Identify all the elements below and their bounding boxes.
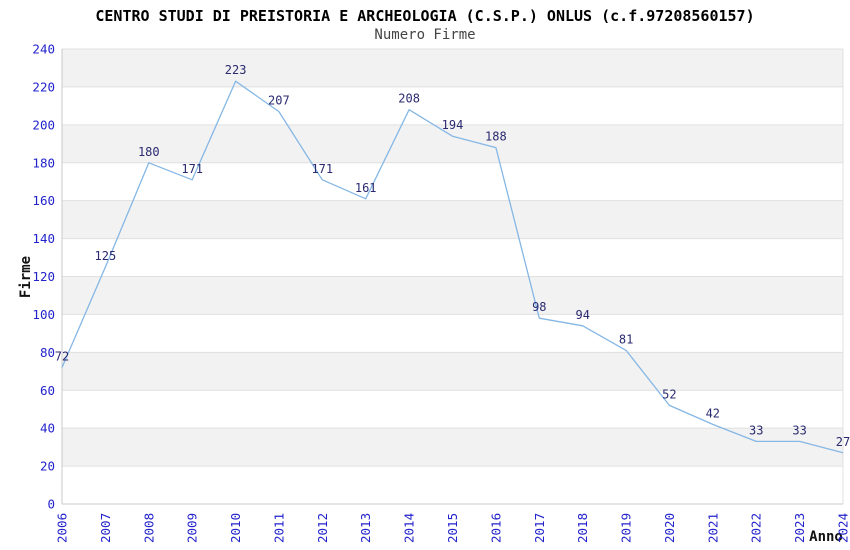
y-tick-label: 60 [40,383,55,398]
point-label: 94 [575,308,589,322]
x-tick-label: 2011 [271,513,286,543]
point-label: 72 [55,350,69,364]
chart-title: CENTRO STUDI DI PREISTORIA E ARCHEOLOGIA… [95,7,755,25]
y-tick-label: 180 [32,155,55,170]
x-tick-label: 2017 [532,513,547,543]
y-tick-label: 80 [40,345,55,360]
point-label: 33 [749,423,763,437]
point-label: 180 [138,145,160,159]
x-tick-label: 2014 [402,513,417,543]
y-tick-label: 20 [40,459,55,474]
x-tick-label: 2019 [619,513,634,543]
point-label: 207 [268,94,290,108]
x-tick-label: 2009 [185,513,200,543]
y-tick-label: 240 [32,42,55,57]
plot-band [62,352,843,391]
y-tick-label: 100 [32,307,55,322]
x-tick-label: 2018 [575,513,590,543]
point-label: 171 [311,162,333,176]
point-label: 27 [836,435,850,449]
point-label: 161 [355,181,377,195]
plot-band [62,124,843,163]
y-tick-label: 120 [32,269,55,284]
point-label: 42 [706,406,720,420]
x-tick-label: 2006 [55,513,70,543]
chart-subtitle: Numero Firme [374,27,476,43]
y-tick-label: 160 [32,193,55,208]
x-tick-label: 2020 [662,513,677,543]
x-tick-label: 2010 [228,513,243,543]
y-tick-label: 40 [40,421,55,436]
point-label: 188 [485,130,507,144]
x-tick-label: 2022 [749,513,764,543]
plot-band [62,49,843,87]
point-label: 33 [792,423,806,437]
point-label: 171 [181,162,203,176]
y-tick-label: 140 [32,231,55,246]
plot-band [62,200,843,239]
y-tick-label: 0 [47,497,55,512]
point-label: 52 [662,387,676,401]
point-label: 81 [619,332,633,346]
x-axis-title: Anno [809,529,843,545]
point-label: 208 [398,92,420,106]
x-tick-label: 2008 [141,513,156,543]
x-tick-label: 2007 [98,513,113,543]
y-tick-label: 200 [32,117,55,132]
plot-band [62,276,843,315]
y-tick-label: 220 [32,79,55,94]
point-label: 98 [532,300,546,314]
point-label: 125 [95,249,117,263]
x-tick-label: 2016 [488,513,503,543]
x-tick-label: 2021 [705,513,720,543]
x-tick-label: 2023 [792,513,807,543]
data-line [61,80,844,454]
point-label: 223 [225,63,247,77]
plot-band [62,428,843,467]
point-label: 194 [442,118,464,132]
x-tick-label: 2012 [315,513,330,543]
x-tick-label: 2015 [445,513,460,543]
x-tick-label: 2024 [836,513,850,543]
x-tick-label: 2013 [358,513,373,543]
